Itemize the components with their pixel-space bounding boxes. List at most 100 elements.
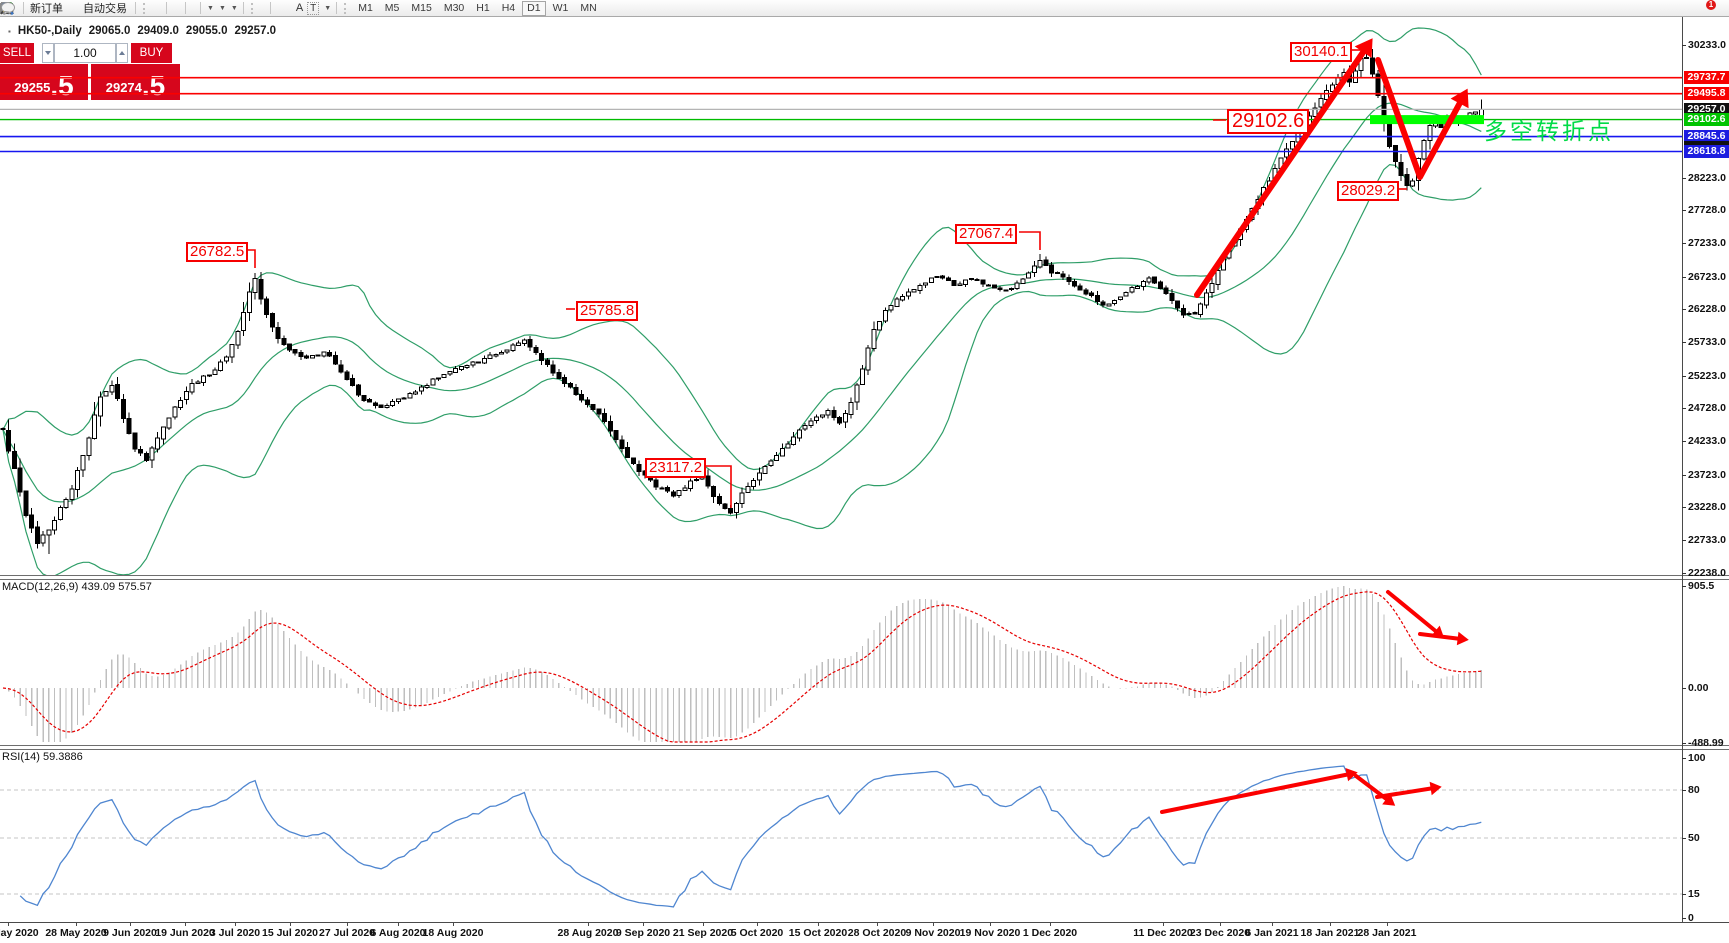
axis-price-badge-sliver bbox=[1684, 141, 1729, 145]
macd-axis-label: -488.99 bbox=[1688, 737, 1724, 750]
rsi-axis-tick bbox=[1682, 838, 1686, 839]
price-axis-tick-label: 23228.0 bbox=[1688, 501, 1726, 514]
rsi-axis-label: 100 bbox=[1688, 752, 1706, 764]
timeframe-button-D1[interactable]: D1 bbox=[522, 0, 546, 16]
date-axis-tick bbox=[1220, 922, 1221, 926]
price-axis-tick-label: 30233.0 bbox=[1688, 39, 1726, 51]
crosshair-tool-button[interactable] bbox=[1, 1, 267, 16]
support-highlight-bar[interactable] bbox=[1370, 115, 1484, 125]
trend-arrow[interactable] bbox=[1160, 772, 1352, 814]
price-callout[interactable]: 28029.2 bbox=[1337, 181, 1400, 201]
timeframe-button-H1[interactable]: H1 bbox=[476, 1, 490, 14]
timeframe-button-M30[interactable]: M30 bbox=[443, 1, 465, 14]
price-axis-tick-label: 26228.0 bbox=[1688, 303, 1726, 316]
rsi-axis-tick bbox=[1682, 918, 1686, 919]
volume-increase-button[interactable] bbox=[116, 43, 128, 63]
toolbar-grip bbox=[143, 2, 148, 14]
price-axis-tick-label: 27728.0 bbox=[1688, 204, 1726, 217]
price-callout[interactable]: 30140.1 bbox=[1290, 42, 1353, 62]
pane-separator[interactable] bbox=[0, 575, 1729, 580]
dropdown-caret-icon: ▼ bbox=[230, 4, 238, 12]
horizontal-levels[interactable] bbox=[0, 76, 1682, 153]
price-axis-tick-label: 22733.0 bbox=[1688, 534, 1726, 546]
date-axis-tick bbox=[8, 922, 9, 926]
price-chart-pane[interactable] bbox=[0, 17, 1682, 577]
new-order-button[interactable]: 新订单 bbox=[1, 1, 68, 16]
chart-shift-button[interactable] bbox=[2, 1, 197, 16]
axis-price-badge: 29737.7 bbox=[1684, 71, 1729, 85]
date-axis-tick bbox=[1272, 922, 1273, 926]
trend-arrow[interactable] bbox=[1386, 590, 1440, 635]
price-callout[interactable]: 29102.6 bbox=[1227, 109, 1310, 134]
price-callout[interactable]: 23117.2 bbox=[645, 458, 707, 478]
tile-windows-button[interactable] bbox=[1, 1, 182, 16]
date-axis-tick bbox=[130, 922, 131, 926]
timeframe-button-H4[interactable]: H4 bbox=[501, 1, 516, 14]
sell-button[interactable]: SELL bbox=[0, 43, 34, 63]
trade-controls-row: SELL 1.00 BUY bbox=[0, 43, 184, 63]
rsi-line bbox=[19, 765, 1482, 908]
price-callout[interactable]: 27067.4 bbox=[955, 224, 1018, 244]
timeframe-button-M5[interactable]: M5 bbox=[384, 1, 400, 14]
macd-axis-tick bbox=[1682, 586, 1686, 587]
date-axis-tick bbox=[818, 922, 819, 926]
toolbar-grip bbox=[250, 2, 256, 14]
date-axis-label: 1 Dec 2020 bbox=[1022, 927, 1078, 939]
macd-axis-label: 905.5 bbox=[1688, 580, 1715, 592]
trend-arrow-head bbox=[1450, 88, 1469, 109]
buy-button[interactable]: BUY bbox=[131, 43, 172, 63]
sell-price-pips: .5 bbox=[50, 70, 74, 101]
date-axis-tick bbox=[185, 922, 186, 926]
price-callout[interactable]: 25785.8 bbox=[576, 301, 639, 321]
ohlc-high: 29409.0 bbox=[137, 25, 179, 37]
pane-separator[interactable] bbox=[0, 745, 1729, 750]
trend-arrow-head bbox=[1429, 781, 1442, 796]
date-axis-tick bbox=[1163, 922, 1164, 926]
macd-label-row: MACD(12,26,9) 439.09 575.57 bbox=[2, 581, 152, 593]
indicators-button[interactable]: ▼ bbox=[0, 1, 216, 16]
date-axis-tick bbox=[703, 922, 704, 926]
template-button[interactable]: ▼ bbox=[1, 1, 240, 16]
text-tool-button[interactable]: A bbox=[294, 1, 305, 16]
date-axis-label: 5 Oct 2020 bbox=[730, 927, 784, 939]
price-axis-tick bbox=[1682, 342, 1686, 343]
price-axis-tick bbox=[1682, 210, 1686, 212]
dropdown-caret-icon: ▼ bbox=[324, 4, 332, 12]
volume-value: 1.00 bbox=[73, 46, 97, 60]
volume-decrease-button[interactable] bbox=[42, 43, 54, 63]
timeframe-button-M1[interactable]: M1 bbox=[358, 1, 373, 14]
volume-input[interactable]: 1.00 bbox=[54, 43, 116, 63]
date-axis-tick bbox=[1387, 922, 1388, 926]
timeframe-button-W1[interactable]: W1 bbox=[552, 1, 569, 14]
trend-arrow[interactable] bbox=[1418, 632, 1463, 641]
date-axis-label: 21 Sep 2020 bbox=[672, 927, 734, 939]
price-axis-tick bbox=[1682, 507, 1686, 509]
trend-arrow[interactable] bbox=[1375, 786, 1436, 799]
toolbar-separator bbox=[336, 2, 338, 14]
date-axis-tick bbox=[290, 922, 291, 926]
chat-bubble-icon bbox=[1, 2, 15, 15]
timeframe-button-M15[interactable]: M15 bbox=[411, 1, 432, 14]
notifications-button[interactable]: 1 bbox=[1, 0, 1723, 16]
arrows-tool-button[interactable]: ▼ bbox=[1, 1, 333, 16]
toolbar-grip bbox=[344, 2, 349, 14]
axis-price-badge: 28618.8 bbox=[1684, 145, 1729, 158]
one-click-trading-panel: SELL 1.00 BUY 29255 .5 29274 .5 bbox=[0, 43, 184, 100]
timeframe-button-MN[interactable]: MN bbox=[580, 1, 597, 14]
auto-trading-button[interactable]: 自动交易 bbox=[1, 1, 132, 16]
turning-point-annotation[interactable]: 多空转折点 bbox=[1484, 118, 1614, 144]
date-axis-label: 15 Oct 2020 bbox=[788, 927, 848, 939]
line-chart-mode-button[interactable] bbox=[0, 1, 163, 16]
text-label-tool-button[interactable]: T bbox=[305, 1, 321, 16]
period-button[interactable]: ▼ bbox=[1, 1, 228, 16]
profile-button[interactable] bbox=[0, 1, 20, 16]
rsi-pane[interactable] bbox=[0, 749, 1682, 923]
price-callout[interactable]: 26782.5 bbox=[186, 242, 249, 262]
trend-arrow[interactable] bbox=[1375, 57, 1465, 180]
date-axis-tick bbox=[933, 922, 934, 926]
rsi-axis-label: 15 bbox=[1688, 888, 1700, 900]
notification-badge: 1 bbox=[1706, 0, 1716, 10]
trend-arrow[interactable] bbox=[1194, 45, 1369, 298]
macd-pane[interactable] bbox=[0, 579, 1682, 745]
buy-price-main: 29274 bbox=[105, 80, 142, 95]
